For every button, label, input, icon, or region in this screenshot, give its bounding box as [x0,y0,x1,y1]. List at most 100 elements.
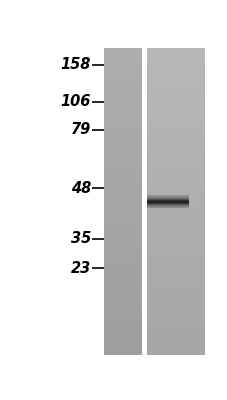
Bar [103,90,141,91]
Bar [146,341,204,343]
Bar [146,208,204,209]
Bar [103,92,141,93]
Bar [146,304,204,306]
Bar [103,312,141,314]
Bar [146,225,204,227]
Bar [103,275,141,277]
Bar [103,263,141,265]
Bar [146,94,204,95]
Bar [146,282,204,283]
Bar [146,152,204,154]
Bar [146,292,204,293]
Bar [103,54,141,55]
Bar [103,166,141,168]
Bar [103,252,141,253]
Bar [146,186,204,188]
Bar [103,324,141,325]
Bar [146,314,204,316]
Bar [103,230,141,232]
Bar [146,46,204,48]
Bar [146,298,204,300]
Bar [146,316,204,318]
Bar [103,282,141,283]
Bar [103,60,141,61]
Bar [146,349,204,351]
Bar [103,334,141,336]
Bar [146,75,204,77]
Bar [103,117,141,119]
Bar [103,211,141,212]
Bar [103,170,141,171]
Bar [146,307,204,309]
Bar [103,68,141,70]
Bar [146,211,204,212]
Bar [146,162,204,164]
Bar [103,204,141,206]
Bar [146,111,204,113]
Bar [146,282,204,284]
Bar [103,164,141,166]
Bar [103,320,141,322]
Bar [103,61,141,62]
Bar [146,151,204,153]
Bar [103,212,141,213]
Bar [146,280,204,282]
Bar [146,290,204,291]
Bar [146,291,204,292]
Bar [103,294,141,296]
Bar [146,160,204,162]
Bar [146,168,204,169]
Bar [103,346,141,348]
Bar [103,291,141,292]
Bar [103,352,141,354]
Bar [146,277,204,279]
Bar [103,104,141,106]
Bar [103,74,141,76]
Bar [146,276,204,278]
Bar [146,224,204,226]
Bar [146,308,204,310]
Bar [103,231,141,233]
Bar [103,293,141,294]
Bar [103,97,141,98]
Bar [146,324,204,326]
Bar [146,195,188,196]
Bar [103,303,141,305]
Bar [103,246,141,247]
Bar [146,145,204,146]
Bar [146,199,188,200]
Bar [146,188,204,190]
Bar [146,76,204,78]
Bar [103,119,141,121]
Bar [146,242,204,244]
Bar [103,222,141,224]
Bar [103,185,141,186]
Bar [103,238,141,240]
Bar [146,65,204,66]
Bar [103,251,141,252]
Bar [146,334,204,336]
Bar [146,263,204,265]
Bar [103,284,141,286]
Bar [103,272,141,274]
Bar [103,156,141,158]
Bar [103,286,141,287]
Bar [146,230,204,232]
Bar [146,193,204,195]
Bar [146,207,188,208]
Bar [146,103,204,104]
Bar [103,136,141,137]
Bar [146,132,204,134]
Bar [146,84,204,86]
Bar [146,142,204,144]
Bar [146,242,204,243]
Bar [146,268,204,270]
Bar [103,198,141,200]
Bar [146,201,188,202]
Bar [146,207,188,208]
Bar [103,186,141,188]
Bar [103,103,141,104]
Bar [103,290,141,291]
Bar [103,59,141,60]
Bar [146,48,204,50]
